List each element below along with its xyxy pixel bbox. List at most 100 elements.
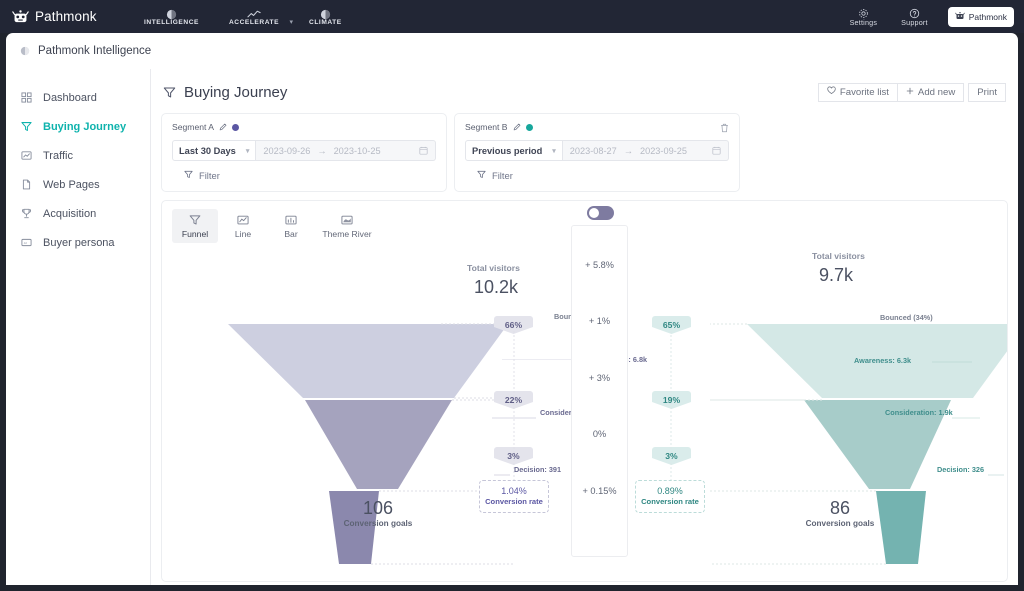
nav-item-settings[interactable]: Settings [846,6,882,27]
sidebar-item-label: Dashboard [43,91,97,104]
date-range-input-b[interactable]: 2023-08-27 → 2023-09-25 [562,140,729,161]
plus-icon [906,87,914,98]
brand-logo-group[interactable]: Pathmonk [12,9,122,25]
funnel-icon [20,121,33,132]
chart-type-tabs: Funnel Line Bar [162,201,1007,243]
segment-card-b: Segment B Previous period ▾ 2023-08-27 [454,113,740,192]
segment-a-badge-22: 22% [494,391,533,409]
delta-column: + 5.8% + 1% + 3% 0% + 0.15% [571,225,628,557]
funnel-visualization: Total visitors 10.2k Bounced (33%) Aware… [162,201,1007,581]
account-name: Pathmonk [968,11,1007,22]
calendar-icon [712,146,721,155]
page-title: Buying Journey [163,84,287,101]
delta-1: + 1% [588,316,611,326]
conv-rate-value: 1.04% [501,486,527,496]
filter-label: Filter [199,170,220,181]
nav-item-accelerate[interactable]: ACCELERATE ▾ [225,7,293,26]
segment-b-header: Segment B [465,122,729,132]
tab-funnel[interactable]: Funnel [172,209,218,243]
sidebar-item-label: Buyer persona [43,236,115,249]
chart-box-icon [20,150,33,161]
nav-item-intelligence[interactable]: INTELLIGENCE [140,7,203,26]
delete-segment-button[interactable] [720,123,729,133]
segment-b-date-controls: Previous period ▾ 2023-08-27 → 2023-09-2… [465,140,729,161]
preset-label: Previous period [472,145,543,156]
tab-line[interactable]: Line [220,209,266,243]
chart-panel: Funnel Line Bar [161,200,1008,582]
sidebar-item-dashboard[interactable]: Dashboard [6,83,150,112]
chevron-down-icon: ▾ [552,147,556,155]
pathmonk-robot-icon [954,11,965,23]
svg-text:AI: AI [24,241,27,245]
tab-bar[interactable]: Bar [268,209,314,243]
button-label: Favorite list [839,86,889,98]
date-to: 2023-10-25 [333,145,381,156]
date-preset-select-b[interactable]: Previous period ▾ [465,140,563,161]
sidebar-item-label: Acquisition [43,207,97,220]
page-title-text: Buying Journey [184,83,288,101]
tab-theme-river[interactable]: Theme River [316,209,378,243]
edit-pencil-icon[interactable] [219,123,227,131]
segment-b-badge-19: 19% [652,391,691,409]
breadcrumb: Pathmonk Intelligence [6,33,1018,69]
nav-label: CLIMATE [309,19,342,26]
arrow-right-icon: → [623,145,633,156]
calendar-icon [419,146,428,155]
sidebar-item-buying-journey[interactable]: Buying Journey [6,112,150,141]
funnel-icon [477,170,486,181]
nav-label: Support [901,18,928,27]
comparison-toggle[interactable] [587,206,614,220]
segment-a-conversion-goals-label: Conversion goals [343,519,413,528]
segment-color-dot [525,123,533,131]
segment-a-badge-66: 66% [494,316,533,334]
segment-b-total-visitors-value: 9.7k [819,265,854,285]
segment-a-funnel-shape [228,323,514,565]
delta-0: + 5.8% [585,260,614,270]
segment-a-stage-decision: Decision: 391 [514,465,562,474]
conv-rate-value: 0.89% [657,486,683,496]
segment-b-badge-3: 3% [652,447,691,465]
edit-pencil-icon[interactable] [513,123,521,131]
nav-item-climate[interactable]: CLIMATE [305,7,346,26]
chevron-down-icon[interactable]: ▾ [289,19,294,26]
top-nav-items: INTELLIGENCE ACCELERATE ▾ CLIMATE [140,7,346,26]
breadcrumb-text[interactable]: Pathmonk Intelligence [38,45,152,57]
filter-button-b[interactable]: Filter [477,170,729,181]
document-icon [20,179,33,190]
delta-3: 0% [592,429,607,439]
sidebar-item-label: Web Pages [43,178,100,191]
sidebar-item-traffic[interactable]: Traffic [6,141,150,170]
tab-label: Bar [284,229,298,239]
id-card-icon: AI [20,237,33,248]
sidebar-item-acquisition[interactable]: Acquisition [6,199,150,228]
theme-river-icon [341,214,353,226]
segment-b-conversion-rate-box: 0.89% Conversion rate [635,480,705,513]
funnel-icon [163,86,176,99]
date-range-input-a[interactable]: 2023-09-26 → 2023-10-25 [256,140,436,161]
tab-label: Theme River [322,229,372,239]
sidebar-item-buyer-persona[interactable]: AI Buyer persona [6,228,150,257]
nav-label: Settings [849,18,878,27]
conv-rate-label: Conversion rate [641,497,699,506]
sidebar-item-label: Traffic [43,149,73,162]
trend-line-icon [246,7,262,18]
top-navigation-bar: Pathmonk INTELLIGENCE ACCELERATE ▾ CLIMA… [0,0,1024,33]
line-chart-icon [237,214,249,226]
favorite-list-button[interactable]: Favorite list [817,82,898,102]
account-chip[interactable]: Pathmonk [947,6,1014,27]
filter-button-a[interactable]: Filter [184,170,436,181]
segment-b-stage-consideration: Consideration: 1.9k [885,408,953,417]
nav-item-support[interactable]: Support [897,6,932,27]
heart-icon [827,86,836,98]
segment-a-total-visitors-value: 10.2k [474,277,519,297]
segment-a-badge-connector [513,331,515,503]
chevron-down-icon: ▾ [245,147,250,155]
toggle-knob [589,208,599,218]
add-new-button[interactable]: Add new [896,82,965,102]
date-preset-select-a[interactable]: Last 30 Days ▾ [172,140,257,161]
arrow-right-icon: → [317,145,327,156]
conv-rate-label: Conversion rate [485,497,543,506]
print-button[interactable]: Print [968,82,1006,102]
bar-chart-icon [285,214,297,226]
sidebar-item-web-pages[interactable]: Web Pages [6,170,150,199]
